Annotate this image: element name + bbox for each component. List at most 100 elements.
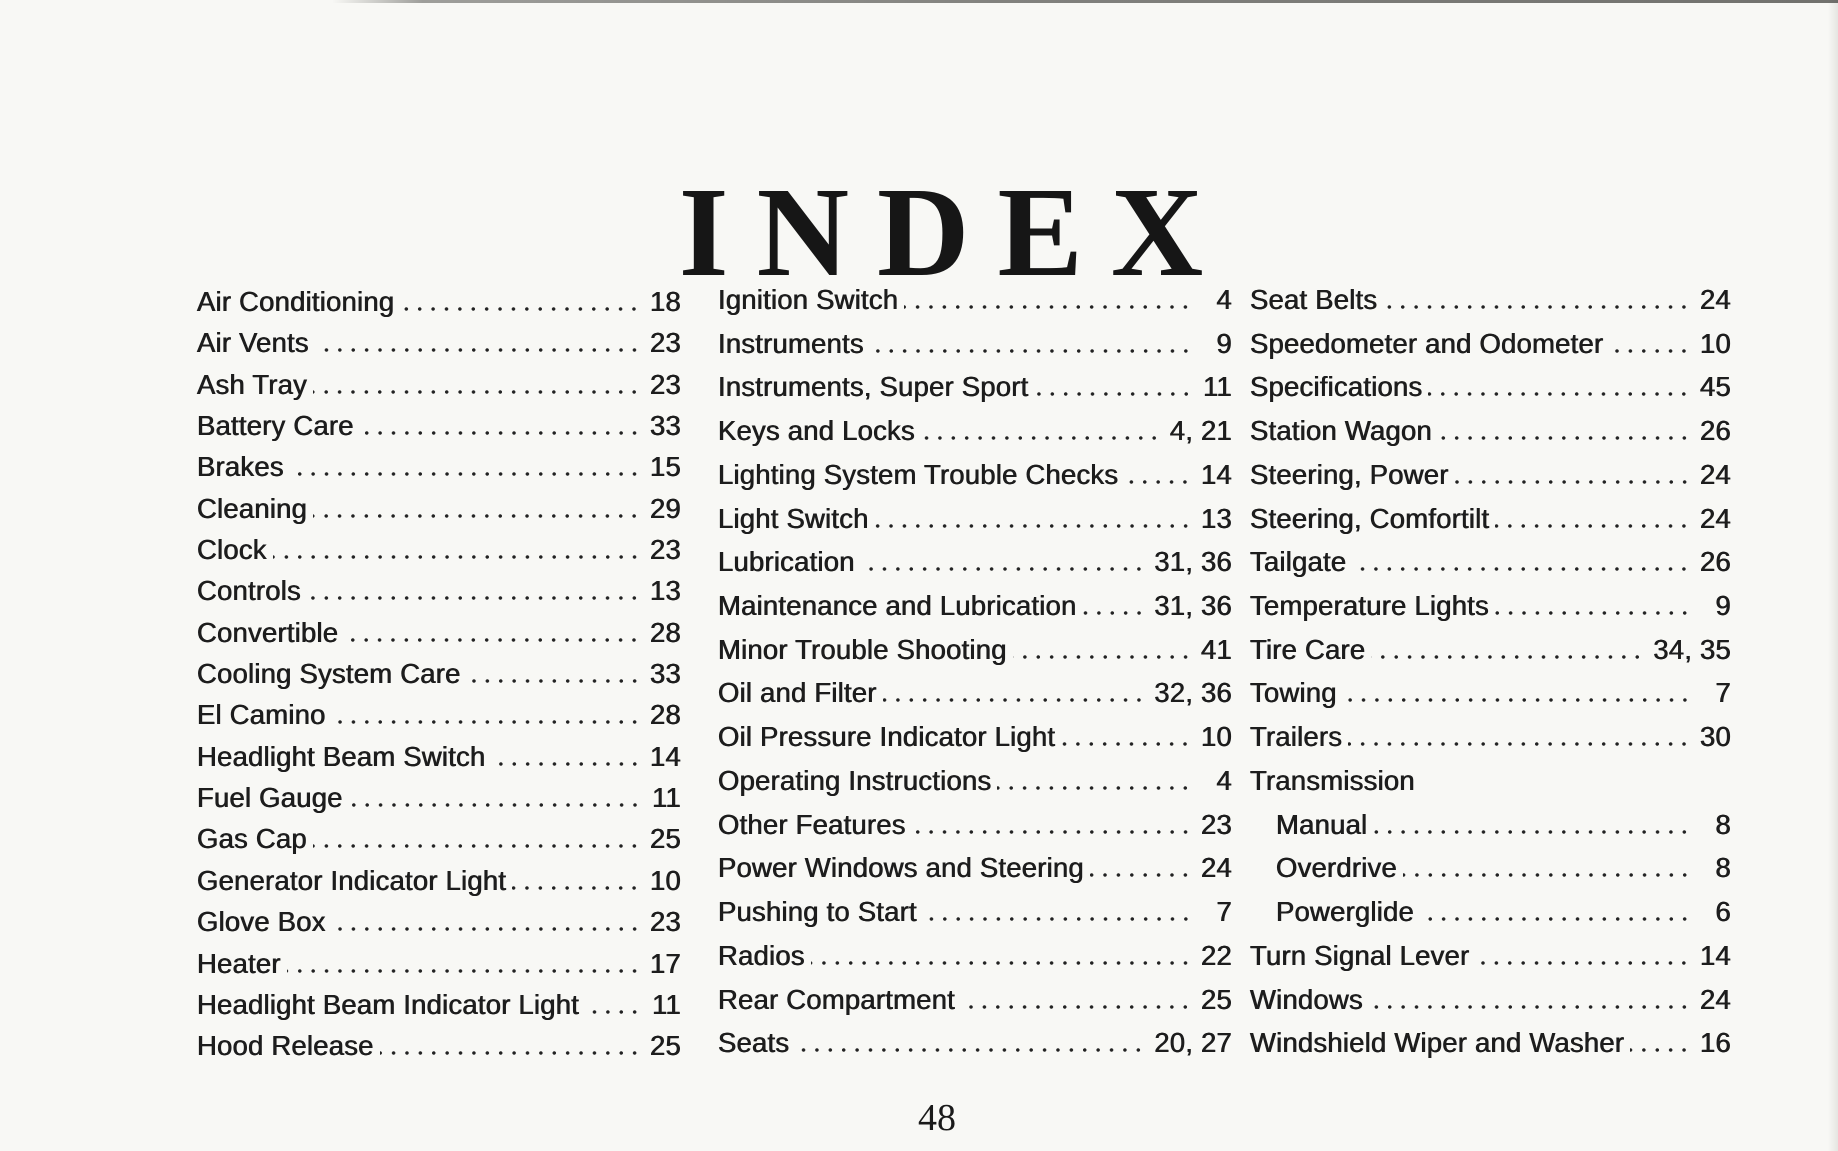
entry-page-number: 7 (1715, 677, 1731, 709)
entry-label: Gas Cap (197, 823, 307, 855)
index-entry: Seats 20, 27 (718, 1021, 1232, 1065)
dot-leader (1609, 348, 1691, 353)
entry-page-number: 25 (1201, 983, 1232, 1015)
entry-page-number: 14 (1201, 458, 1232, 490)
index-entry: Steering, Comfortilt 24 (1250, 497, 1731, 541)
entry-label: Seat Belts (1250, 284, 1378, 315)
index-entry: Rear Compartment 25 (718, 978, 1232, 1022)
entry-page-number: 45 (1700, 371, 1731, 403)
dot-leader (1403, 873, 1692, 878)
index-entry: Convertible 28 (197, 612, 681, 653)
dot-leader (874, 523, 1192, 528)
index-entry: Towing 7 (1250, 671, 1731, 715)
entry-label: Fuel Gauge (197, 782, 343, 814)
entry-page-number: 33 (650, 410, 681, 442)
index-entry: Instruments 9 (718, 322, 1232, 366)
index-entry: Station Wagon 26 (1250, 409, 1731, 453)
entry-label: Operating Instructions (718, 764, 992, 796)
index-entry: El Camino 28 (197, 694, 681, 735)
dot-leader (795, 1048, 1146, 1053)
dot-leader (289, 472, 641, 477)
dot-leader (1342, 698, 1692, 703)
index-entry: Instruments, Super Sport 11 (718, 365, 1232, 409)
index-entry: Headlight Beam Switch 14 (197, 736, 681, 777)
dot-leader (312, 844, 641, 849)
index-entry: Speedometer and Odometer 10 (1250, 322, 1731, 366)
index-entry: Oil and Filter 32, 36 (718, 671, 1232, 715)
dot-leader (585, 1009, 642, 1014)
entry-page-number: 16 (1700, 1027, 1731, 1059)
dot-leader (1475, 960, 1691, 965)
entry-label: Windows (1250, 983, 1363, 1015)
entry-label: Oil and Filter (718, 677, 877, 709)
entry-page-number: 13 (650, 575, 681, 607)
entry-label: Radios (718, 939, 805, 971)
entry-page-number: 6 (1715, 896, 1731, 928)
index-entry: Air Vents 23 (197, 322, 681, 363)
entry-page-number: 28 (650, 699, 681, 731)
index-entry: Light Switch 13 (718, 497, 1232, 541)
entry-page-number: 33 (650, 658, 681, 690)
index-entry: Heater 17 (197, 943, 681, 984)
entry-page-number: 26 (1700, 546, 1731, 578)
dot-leader (1124, 479, 1192, 484)
entry-label: Instruments (718, 327, 864, 359)
index-entry: Glove Box 23 (197, 901, 681, 942)
dot-leader (466, 679, 641, 684)
entry-page-number: 11 (652, 782, 681, 814)
entry-page-number: 4 (1216, 284, 1232, 315)
scan-right-shadow (1828, 0, 1838, 1151)
entry-page-number: 26 (1700, 415, 1731, 447)
dot-leader (313, 513, 641, 518)
index-entry: Gas Cap 25 (197, 818, 681, 859)
dot-leader (1454, 479, 1691, 484)
index-entry: Headlight Beam Indicator Light 11 (197, 984, 681, 1025)
entry-label: Power Windows and Steering (718, 852, 1084, 884)
index-entry: Cooling System Care 33 (197, 653, 681, 694)
index-entry: Turn Signal Lever 14 (1250, 934, 1731, 978)
dot-leader (314, 348, 641, 353)
entry-label: Controls (197, 575, 301, 607)
dot-leader (860, 567, 1146, 572)
entry-page-number: 23 (650, 368, 681, 400)
dot-leader (961, 1004, 1192, 1009)
entry-label: Powerglide (1276, 896, 1415, 928)
scan-edge-artifact (332, 0, 1838, 3)
entry-label: Speedometer and Odometer (1250, 327, 1604, 359)
entry-page-number: 32, 36 (1154, 677, 1232, 709)
index-entry: Ash Tray 23 (197, 364, 681, 405)
index-entry: Overdrive 8 (1250, 846, 1731, 890)
entry-page-number: 20, 27 (1154, 1027, 1232, 1059)
entry-label: Towing (1250, 677, 1337, 709)
entry-page-number: 23 (1201, 808, 1232, 840)
index-entry: Pushing to Start 7 (718, 890, 1232, 934)
entry-page-number: 30 (1700, 721, 1731, 753)
dot-leader (307, 596, 641, 601)
entry-page-number: 23 (650, 906, 681, 938)
index-entry: Cleaning 29 (197, 488, 681, 529)
entry-label: Tire Care (1250, 633, 1366, 665)
entry-label: Specifications (1250, 371, 1423, 403)
index-column-1: Air Conditioning 18 Air Vents 23 Ash Tray 23 B… (197, 281, 681, 1067)
entry-page-number: 13 (1201, 502, 1232, 534)
dot-leader (1012, 654, 1192, 659)
index-entry: Maintenance and Lubrication 31, 36 (718, 584, 1232, 628)
dot-leader (400, 307, 641, 311)
index-entry: Lighting System Trouble Checks 14 (718, 453, 1232, 497)
dot-leader (997, 785, 1193, 790)
entry-label: Tailgate (1250, 546, 1347, 578)
entry-page-number: 29 (650, 492, 681, 524)
dot-leader (1373, 829, 1692, 834)
dot-leader (911, 829, 1192, 834)
entry-label: El Camino (197, 699, 326, 731)
dot-leader (359, 431, 641, 436)
entry-page-number: 17 (650, 947, 681, 979)
index-entry: Windows 24 (1250, 978, 1731, 1022)
entry-page-number: 31, 36 (1154, 590, 1232, 622)
entry-page-number: 11 (652, 988, 681, 1020)
entry-label: Temperature Lights (1250, 590, 1490, 622)
index-entry: Operating Instructions 4 (718, 759, 1232, 803)
entry-label: Cleaning (197, 492, 308, 524)
entry-label: Keys and Locks (718, 415, 915, 447)
dot-leader (1368, 1004, 1691, 1009)
